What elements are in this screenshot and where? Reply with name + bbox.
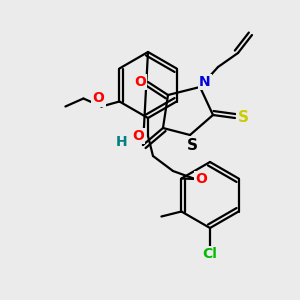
- Text: S: S: [187, 137, 197, 152]
- Text: H: H: [116, 135, 128, 149]
- Text: N: N: [199, 75, 211, 89]
- Text: Cl: Cl: [202, 247, 217, 261]
- Text: O: O: [195, 172, 207, 186]
- Text: O: O: [134, 75, 146, 89]
- Text: O: O: [92, 92, 104, 106]
- Text: S: S: [238, 110, 248, 125]
- Text: O: O: [132, 129, 144, 143]
